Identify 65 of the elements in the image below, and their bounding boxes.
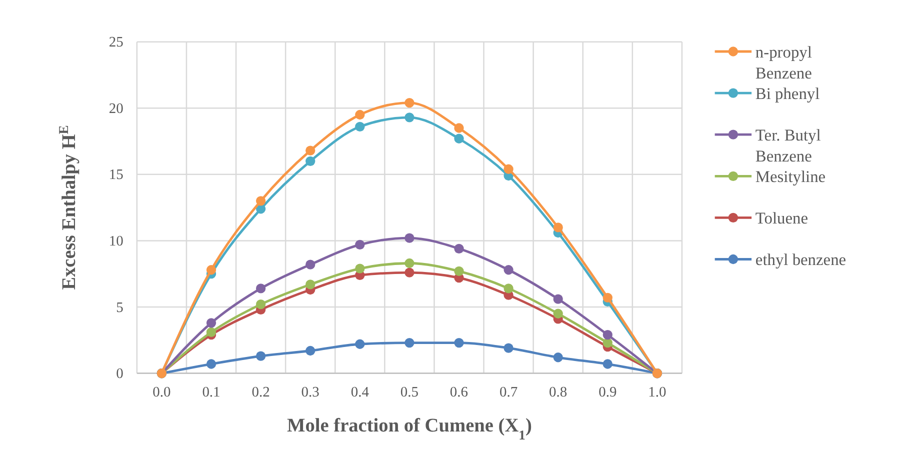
x-tick-label: 0.9: [598, 384, 617, 400]
y-tick-label: 20: [108, 100, 124, 117]
point: [504, 284, 514, 294]
point: [306, 280, 316, 290]
y-tick-label: 15: [108, 167, 124, 184]
x-tick-label: 0.8: [549, 384, 568, 400]
point: [355, 240, 365, 250]
point: [553, 294, 563, 304]
point: [454, 244, 464, 254]
y-tick-label: 10: [108, 234, 124, 250]
point: [454, 338, 464, 348]
x-tick-label: 0.3: [301, 384, 320, 400]
point: [256, 196, 266, 206]
point: [553, 308, 563, 318]
point: [256, 351, 266, 361]
legend-label: Ter. Butyl Benzene: [755, 125, 822, 166]
legend-label: Bi phenyl: [755, 84, 820, 103]
point: [553, 222, 563, 232]
point: [404, 268, 414, 278]
x-tick-label: 1.0: [648, 384, 666, 400]
point: [355, 110, 365, 120]
legend-label: ethyl benzene: [755, 250, 846, 270]
point: [504, 265, 514, 275]
point: [306, 260, 316, 270]
point: [602, 338, 612, 348]
point: [306, 156, 316, 166]
x-tick-label: 0.5: [400, 384, 418, 400]
point: [454, 266, 464, 276]
x-tick-label: 0.0: [152, 384, 171, 400]
point: [355, 339, 365, 349]
point: [454, 134, 464, 144]
point: [404, 258, 414, 268]
point: [454, 123, 464, 133]
legend-label: Toluene: [755, 208, 808, 228]
point: [206, 265, 216, 275]
point: [602, 359, 612, 369]
point: [404, 338, 414, 348]
legend-label: n-propyl Benzene: [755, 42, 812, 83]
y-tick-label: 25: [108, 34, 124, 51]
x-tick-label: 0.2: [252, 384, 270, 400]
point: [306, 146, 316, 156]
x-tick-label: 0.7: [499, 384, 518, 400]
point: [404, 112, 414, 122]
point: [504, 164, 514, 174]
point: [206, 327, 216, 338]
point: [404, 233, 414, 243]
point: [602, 292, 612, 303]
point: [504, 343, 514, 353]
point: [256, 284, 266, 294]
legend-label: Mesityline: [755, 166, 826, 186]
x-tick-label: 0.1: [202, 384, 220, 400]
point: [206, 318, 216, 328]
point: [355, 122, 365, 132]
point: [306, 346, 316, 356]
point: [553, 352, 563, 362]
x-axis-title: Mole fraction of Cumene (X$_{1}$): [287, 415, 532, 442]
point: [355, 264, 365, 274]
x-tick-label: 0.4: [350, 384, 370, 400]
y-tick-label: 5: [116, 300, 124, 316]
point: [404, 98, 414, 108]
point: [256, 300, 266, 310]
y-tick-label: 0: [116, 366, 124, 382]
x-tick-label: 0.6: [450, 384, 468, 400]
point: [602, 330, 612, 340]
point: [206, 359, 216, 369]
